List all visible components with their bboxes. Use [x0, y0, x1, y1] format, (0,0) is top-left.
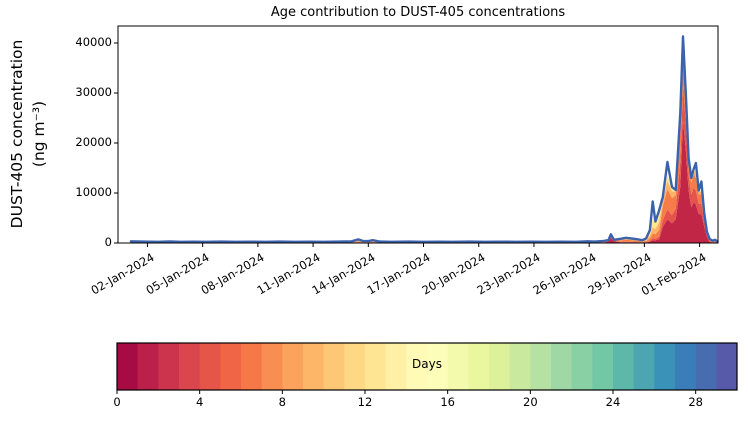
colorbar-segment: [551, 343, 573, 390]
colorbar-segment: [323, 343, 345, 390]
colorbar-segment: [303, 343, 325, 390]
age-band-0: [130, 120, 718, 243]
y-tick-label: 40000: [75, 35, 112, 49]
y-tick-label: 10000: [75, 185, 112, 199]
colorbar-tick-label: 12: [357, 395, 373, 409]
colorbar-border: [116, 342, 738, 391]
colorbar-segment: [716, 343, 738, 390]
colorbar-segment: [158, 343, 180, 390]
colorbar-segment: [695, 343, 717, 390]
age-band-1: [130, 85, 718, 243]
colorbar-tick-label: 8: [278, 395, 286, 409]
colorbar-segment: [385, 343, 407, 390]
colorbar-segment: [241, 343, 263, 390]
total-line: [129, 35, 719, 243]
age-band-2: [130, 57, 718, 243]
colorbar-segment: [571, 343, 593, 390]
colorbar-segment: [179, 343, 201, 390]
colorbar-segment: [633, 343, 655, 390]
colorbar-tick-label: 24: [605, 395, 621, 409]
colorbar-segment: [427, 343, 449, 390]
colorbar-segment: [654, 343, 676, 390]
colorbar-tick-label: 28: [688, 395, 703, 409]
colorbar-segment: [137, 343, 159, 390]
colorbar-tick-label: 20: [523, 395, 538, 409]
colorbar-segment: [509, 343, 531, 390]
colorbar-tick-label: 4: [195, 395, 204, 409]
colorbar-segment: [282, 343, 304, 390]
colorbar-segment: [365, 343, 387, 390]
colorbar-segment: [613, 343, 635, 390]
colorbar-segment: [489, 343, 511, 390]
colorbar-segment: [468, 343, 490, 390]
age-band-3: [130, 49, 718, 243]
colorbar-tick-label: 16: [440, 395, 455, 409]
colorbar-segment: [117, 343, 139, 390]
y-tick-label: 30000: [75, 85, 112, 99]
colorbar-segment: [406, 343, 428, 390]
colorbar-segment: [530, 343, 552, 390]
colorbar-label: Days: [412, 357, 442, 371]
colorbar-segment: [220, 343, 242, 390]
axes-spines: [117, 25, 719, 244]
y-axis-label-line1: DUST-405 concentration: [8, 39, 26, 229]
colorbar-segment: [261, 343, 283, 390]
colorbar-segment: [344, 343, 366, 390]
y-tick-label: 20000: [75, 135, 112, 149]
colorbar-tick-label: 0: [113, 395, 121, 409]
colorbar-segment: [675, 343, 697, 390]
colorbar-segment: [199, 343, 221, 390]
chart-title: Age contribution to DUST-405 concentrati…: [270, 5, 566, 20]
age-band-4: [130, 45, 718, 243]
y-tick-label: 0: [104, 235, 112, 249]
colorbar-segment: [447, 343, 469, 390]
colorbar-segment: [592, 343, 614, 390]
